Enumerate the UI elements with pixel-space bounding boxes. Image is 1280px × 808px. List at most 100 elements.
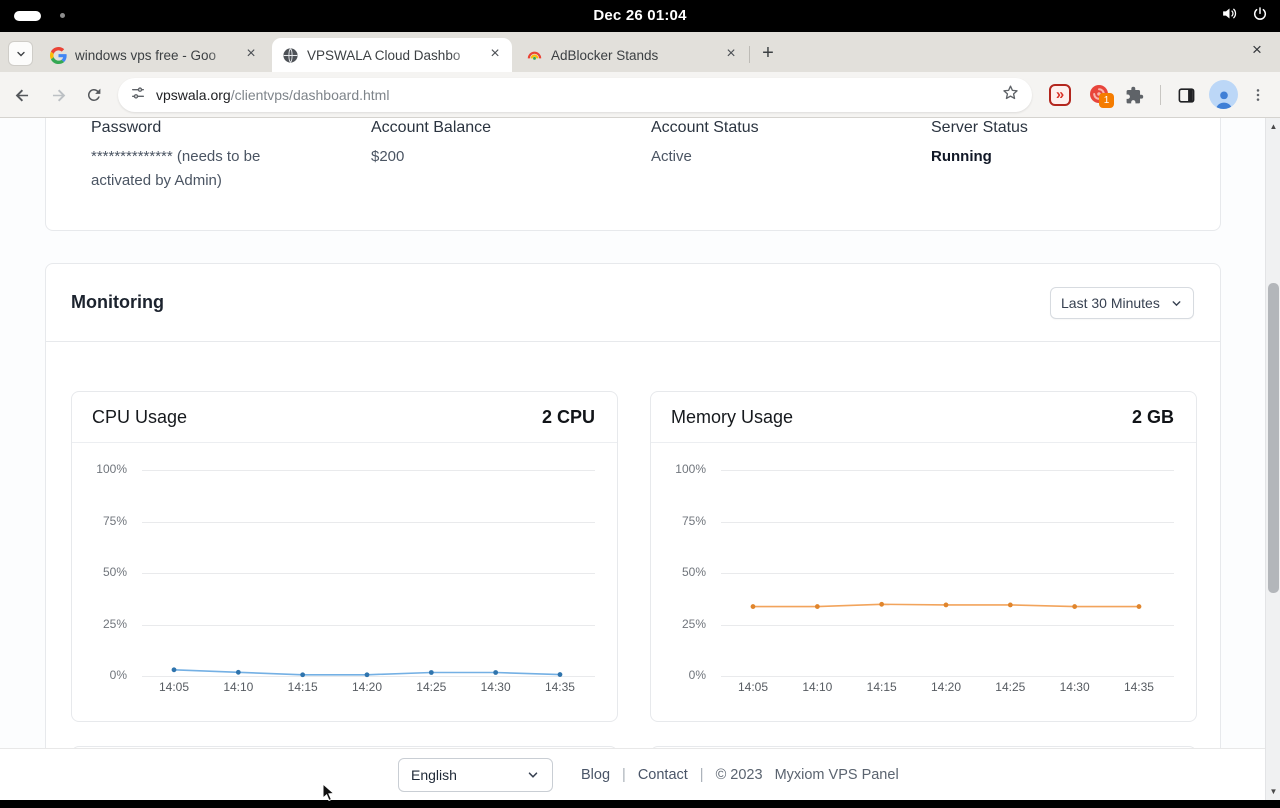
x-axis-tick: 14:25 bbox=[995, 680, 1026, 694]
scroll-down-icon[interactable]: ▼ bbox=[1269, 787, 1278, 796]
profile-avatar[interactable] bbox=[1209, 80, 1238, 109]
extension-badge: 1 bbox=[1099, 93, 1114, 108]
url-path: /clientvps/dashboard.html bbox=[230, 87, 390, 103]
y-axis-tick: 100% bbox=[96, 462, 127, 476]
cpu-usage-chart-card: CPU Usage 2 CPU 100% 75% 50% 25% 0% 14:05 14:1… bbox=[71, 391, 618, 722]
url-host: vpswala.org bbox=[156, 87, 231, 103]
x-axis-tick: 14:10 bbox=[802, 680, 833, 694]
field-label: Account Balance bbox=[371, 119, 492, 136]
time-range-select[interactable]: Last 30 Minutes bbox=[1050, 287, 1194, 319]
field-value: ************** (needs to be activated by… bbox=[91, 148, 261, 189]
blog-link[interactable]: Blog bbox=[581, 767, 611, 783]
field-value: Active bbox=[651, 148, 692, 165]
page-footer: English Blog | Contact | © 2023 Myxiom V… bbox=[0, 748, 1280, 800]
time-range-value: Last 30 Minutes bbox=[1061, 295, 1160, 311]
tab-search-button[interactable] bbox=[8, 41, 33, 66]
x-axis-tick: 14:15 bbox=[287, 680, 318, 694]
tab-adblocker[interactable]: AdBlocker Stands × bbox=[516, 38, 748, 72]
y-axis-tick: 50% bbox=[102, 565, 127, 579]
scrollbar-thumb[interactable] bbox=[1268, 283, 1279, 593]
gridline bbox=[721, 573, 1174, 574]
address-bar[interactable]: vpswala.org/clientvps/dashboard.html bbox=[118, 78, 1032, 112]
monitoring-header: Monitoring Last 30 Minutes bbox=[46, 264, 1220, 342]
x-axis-tick: 14:30 bbox=[1059, 680, 1090, 694]
x-axis-tick: 14:30 bbox=[480, 680, 511, 694]
tab-separator bbox=[749, 46, 750, 63]
x-axis-tick: 14:15 bbox=[866, 680, 897, 694]
gridline bbox=[142, 521, 595, 523]
x-axis-tick: 14:05 bbox=[158, 680, 190, 694]
browser-toolbar: vpswala.org/clientvps/dashboard.html » 1 bbox=[0, 72, 1280, 118]
arrow-left-icon bbox=[15, 88, 28, 102]
system-clock[interactable]: Dec 26 01:04 bbox=[593, 7, 687, 24]
gridline bbox=[721, 521, 1174, 523]
copyright-text: © 2023 bbox=[715, 767, 763, 783]
reload-button[interactable] bbox=[78, 79, 110, 111]
contact-link[interactable]: Contact bbox=[637, 767, 688, 783]
y-axis-tick: 25% bbox=[681, 616, 706, 631]
google-favicon-icon bbox=[50, 46, 67, 64]
scroll-up-icon[interactable]: ▲ bbox=[1269, 122, 1278, 131]
rainbow-favicon-icon bbox=[526, 47, 543, 64]
chart-title: Memory Usage bbox=[671, 406, 794, 427]
chart-header: CPU Usage 2 CPU bbox=[72, 392, 617, 443]
activities-pill-icon[interactable] bbox=[14, 11, 41, 21]
window-close-icon[interactable]: × bbox=[1252, 40, 1262, 59]
field-value: $200 bbox=[371, 148, 405, 165]
browser-menu-kebab-icon[interactable] bbox=[1244, 81, 1272, 109]
section-title: Monitoring bbox=[71, 292, 164, 312]
gridline bbox=[142, 624, 595, 626]
page-scrollbar[interactable]: ▲ ▼ bbox=[1265, 118, 1280, 800]
tab-vpswala-dashboard[interactable]: VPSWALA Cloud Dashbo × bbox=[272, 38, 512, 72]
x-axis-tick: 14:20 bbox=[351, 680, 382, 694]
account-field-password: Password ************** (needs to be act… bbox=[91, 119, 331, 193]
tab-close-icon[interactable]: × bbox=[246, 45, 256, 62]
arrow-right-icon bbox=[52, 88, 65, 102]
tab-google-search[interactable]: windows vps free - Goo × bbox=[40, 38, 268, 72]
x-axis-tick: 14:35 bbox=[1123, 680, 1154, 694]
bookmark-star-icon[interactable] bbox=[1001, 83, 1020, 107]
y-axis-tick: 75% bbox=[681, 513, 706, 528]
back-button[interactable] bbox=[6, 79, 38, 111]
separator: | bbox=[699, 767, 704, 783]
x-axis-tick: 14:10 bbox=[223, 680, 254, 694]
separator: | bbox=[622, 767, 626, 783]
account-field-status: Account Status Active bbox=[651, 119, 891, 169]
chevron-down-icon bbox=[528, 772, 538, 778]
url-text[interactable]: vpswala.org/clientvps/dashboard.html bbox=[156, 87, 389, 103]
tab-title: VPSWALA Cloud Dashbo bbox=[307, 47, 461, 63]
chart-title: CPU Usage bbox=[92, 406, 188, 427]
x-axis-tick: 14:05 bbox=[737, 680, 769, 694]
chart-capacity: 2 GB bbox=[1131, 406, 1174, 427]
adblock-extension-icon[interactable]: 1 bbox=[1085, 81, 1114, 109]
tab-close-icon[interactable]: × bbox=[490, 45, 500, 62]
new-tab-button[interactable]: + bbox=[762, 42, 774, 64]
toolbar-separator bbox=[1160, 85, 1161, 105]
volume-icon[interactable] bbox=[1221, 5, 1238, 27]
gridline bbox=[721, 470, 1174, 471]
browser-tab-strip: windows vps free - Goo × VPSWALA Cloud D… bbox=[0, 32, 1280, 72]
y-axis-tick: 0% bbox=[688, 668, 706, 682]
y-axis-tick: 75% bbox=[102, 513, 127, 528]
tab-title: AdBlocker Stands bbox=[551, 47, 659, 63]
forward-button-disabled[interactable] bbox=[42, 79, 74, 111]
monitoring-card: Monitoring Last 30 Minutes CPU Usage 2 C… bbox=[45, 263, 1221, 800]
gridline bbox=[721, 676, 1174, 677]
memory-usage-chart-card: Memory Usage 2 GB 100% 75% 50% 25% 0% 14:05 14… bbox=[650, 391, 1197, 722]
tab-close-icon[interactable]: × bbox=[726, 45, 736, 62]
account-info-card: Password ************** (needs to be act… bbox=[45, 118, 1221, 231]
mouse-cursor bbox=[322, 782, 338, 808]
y-axis-tick: 0% bbox=[109, 668, 127, 682]
chevron-down-icon bbox=[1172, 300, 1181, 306]
field-label: Server Status bbox=[931, 119, 1028, 136]
tab-title: windows vps free - Goo bbox=[75, 47, 217, 63]
extensions-puzzle-icon[interactable] bbox=[1120, 81, 1148, 109]
language-select[interactable]: English bbox=[398, 758, 553, 792]
globe-favicon-icon bbox=[282, 47, 299, 64]
redirect-extension-icon[interactable]: » bbox=[1049, 84, 1071, 106]
site-info-icon[interactable] bbox=[130, 85, 146, 106]
side-panel-icon[interactable] bbox=[1172, 81, 1200, 109]
refresh-icon bbox=[87, 88, 101, 101]
power-icon[interactable] bbox=[1252, 6, 1268, 27]
